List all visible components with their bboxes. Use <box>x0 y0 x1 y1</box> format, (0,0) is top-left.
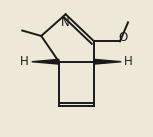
Polygon shape <box>32 59 59 64</box>
Polygon shape <box>94 59 121 64</box>
Text: N: N <box>61 16 70 29</box>
Text: O: O <box>119 32 128 45</box>
Text: H: H <box>20 55 29 68</box>
Text: H: H <box>124 55 133 68</box>
